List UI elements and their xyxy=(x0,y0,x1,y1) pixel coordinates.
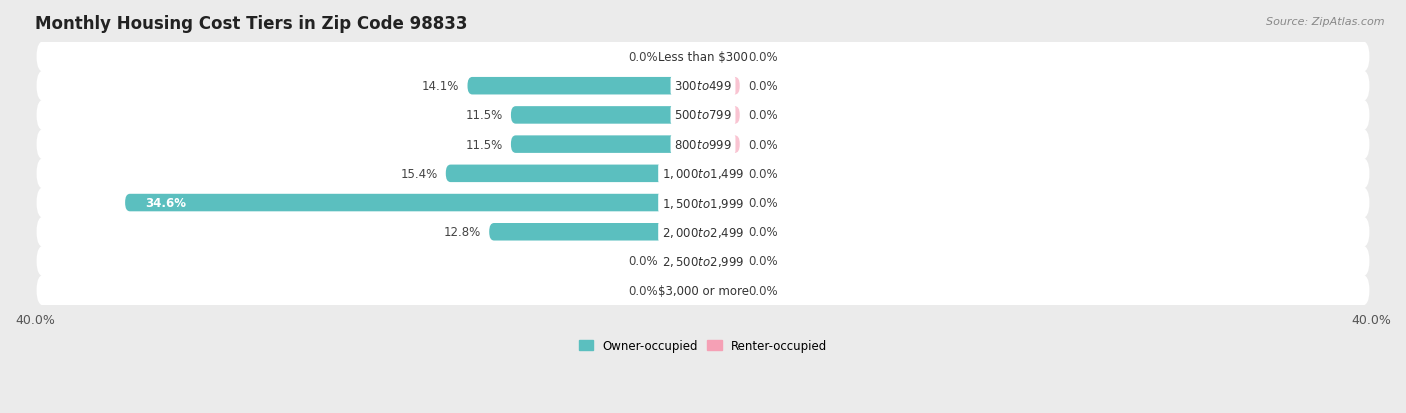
Text: 12.8%: 12.8% xyxy=(444,226,481,239)
Text: $2,500 to $2,999: $2,500 to $2,999 xyxy=(662,254,744,268)
FancyBboxPatch shape xyxy=(37,42,1369,73)
Text: 15.4%: 15.4% xyxy=(401,167,437,180)
Text: 0.0%: 0.0% xyxy=(628,255,658,268)
FancyBboxPatch shape xyxy=(37,216,1369,248)
Text: $3,000 or more: $3,000 or more xyxy=(658,284,748,297)
FancyBboxPatch shape xyxy=(37,129,1369,161)
FancyBboxPatch shape xyxy=(510,107,703,124)
Text: 11.5%: 11.5% xyxy=(465,138,502,151)
Text: Source: ZipAtlas.com: Source: ZipAtlas.com xyxy=(1267,17,1385,26)
FancyBboxPatch shape xyxy=(37,71,1369,102)
FancyBboxPatch shape xyxy=(703,195,740,212)
FancyBboxPatch shape xyxy=(510,136,703,154)
Legend: Owner-occupied, Renter-occupied: Owner-occupied, Renter-occupied xyxy=(574,335,832,357)
Text: 0.0%: 0.0% xyxy=(748,80,778,93)
Text: $1,500 to $1,999: $1,500 to $1,999 xyxy=(662,196,744,210)
Text: $1,000 to $1,499: $1,000 to $1,499 xyxy=(662,167,744,181)
FancyBboxPatch shape xyxy=(666,253,703,270)
Text: 34.6%: 34.6% xyxy=(145,197,186,209)
FancyBboxPatch shape xyxy=(489,223,703,241)
FancyBboxPatch shape xyxy=(703,165,740,183)
FancyBboxPatch shape xyxy=(37,275,1369,306)
Text: $800 to $999: $800 to $999 xyxy=(673,138,733,151)
Text: 0.0%: 0.0% xyxy=(628,51,658,64)
Text: $300 to $499: $300 to $499 xyxy=(673,80,733,93)
Text: 0.0%: 0.0% xyxy=(628,284,658,297)
FancyBboxPatch shape xyxy=(666,282,703,299)
FancyBboxPatch shape xyxy=(37,158,1369,190)
Text: 0.0%: 0.0% xyxy=(748,197,778,209)
Text: 0.0%: 0.0% xyxy=(748,167,778,180)
FancyBboxPatch shape xyxy=(703,107,740,124)
FancyBboxPatch shape xyxy=(703,136,740,154)
FancyBboxPatch shape xyxy=(703,282,740,299)
FancyBboxPatch shape xyxy=(37,246,1369,277)
Text: 0.0%: 0.0% xyxy=(748,51,778,64)
Text: 0.0%: 0.0% xyxy=(748,138,778,151)
FancyBboxPatch shape xyxy=(703,78,740,95)
FancyBboxPatch shape xyxy=(37,100,1369,131)
Text: 0.0%: 0.0% xyxy=(748,284,778,297)
Text: 0.0%: 0.0% xyxy=(748,255,778,268)
Text: $500 to $799: $500 to $799 xyxy=(673,109,733,122)
Text: Monthly Housing Cost Tiers in Zip Code 98833: Monthly Housing Cost Tiers in Zip Code 9… xyxy=(35,15,467,33)
FancyBboxPatch shape xyxy=(37,188,1369,219)
FancyBboxPatch shape xyxy=(468,78,703,95)
FancyBboxPatch shape xyxy=(666,49,703,66)
FancyBboxPatch shape xyxy=(703,223,740,241)
FancyBboxPatch shape xyxy=(703,49,740,66)
Text: 0.0%: 0.0% xyxy=(748,226,778,239)
FancyBboxPatch shape xyxy=(446,165,703,183)
Text: 11.5%: 11.5% xyxy=(465,109,502,122)
FancyBboxPatch shape xyxy=(125,195,703,212)
Text: 14.1%: 14.1% xyxy=(422,80,460,93)
Text: $2,000 to $2,499: $2,000 to $2,499 xyxy=(662,225,744,239)
FancyBboxPatch shape xyxy=(703,253,740,270)
Text: 0.0%: 0.0% xyxy=(748,109,778,122)
Text: Less than $300: Less than $300 xyxy=(658,51,748,64)
